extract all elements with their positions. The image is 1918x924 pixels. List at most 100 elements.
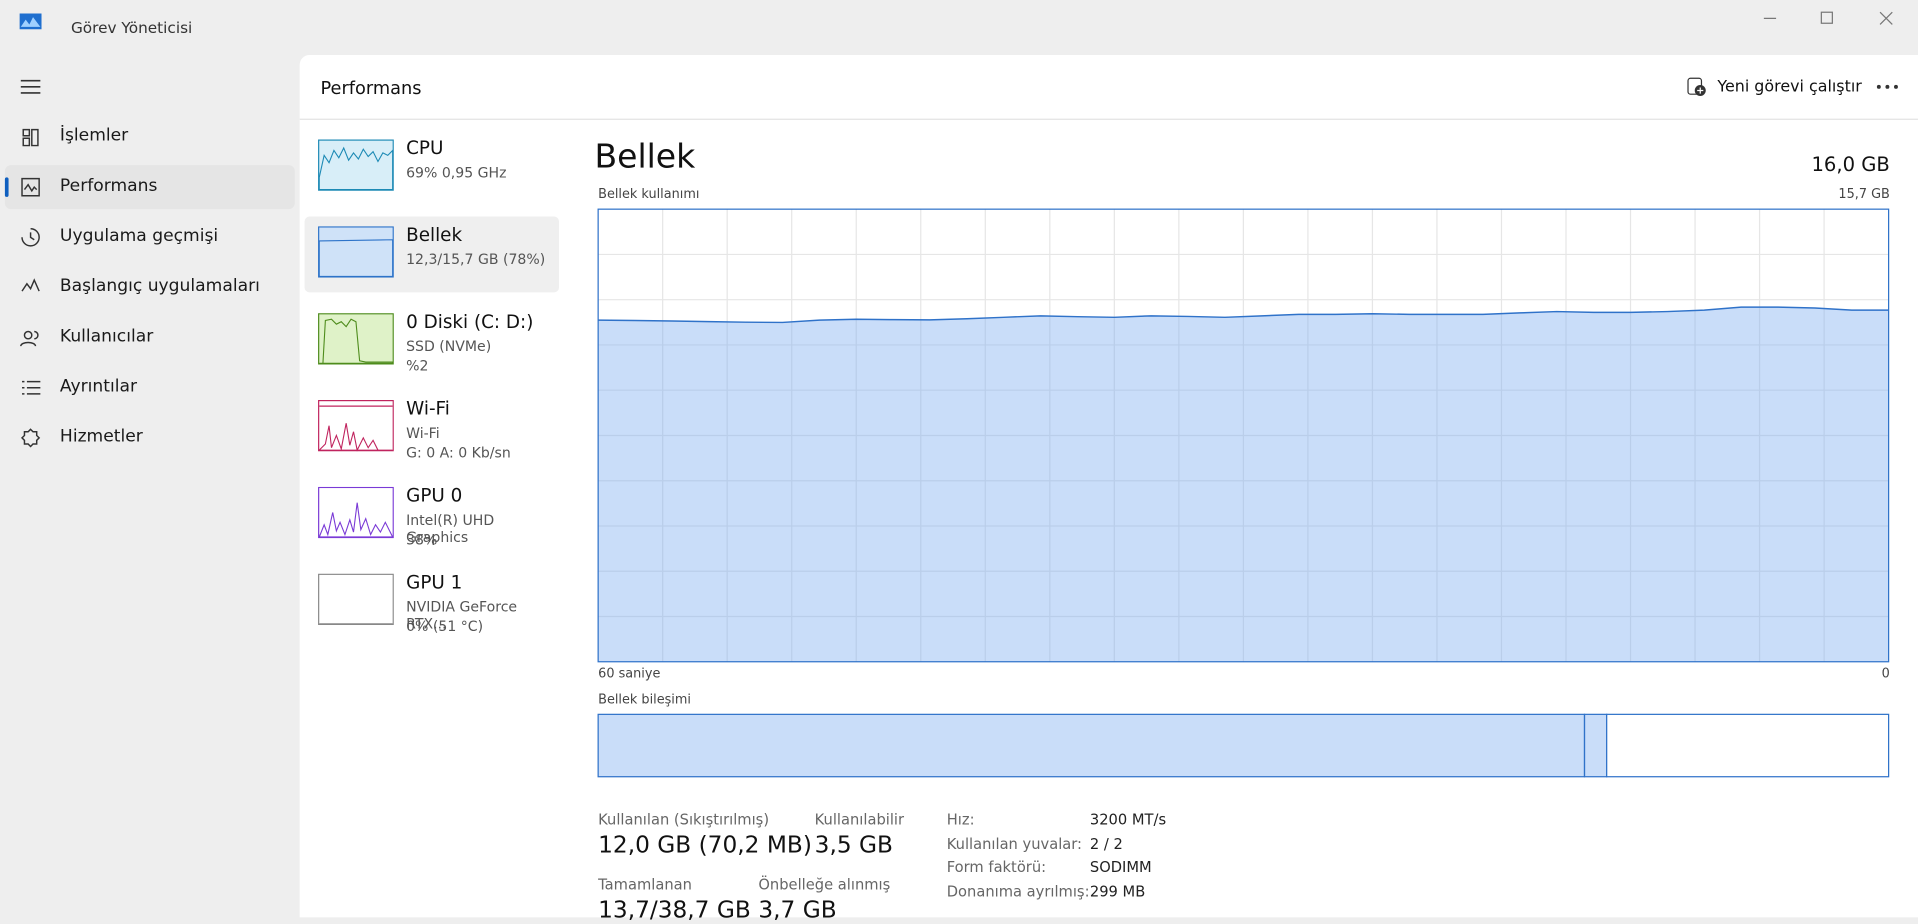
thumbnail-bg <box>318 573 394 626</box>
device[interactable]: Wi-Fi Wi-Fi G: 0 A: 0 Kb/sn <box>305 390 559 466</box>
total-memory: 16,0 GB <box>1811 152 1890 177</box>
thumbnail-trace <box>318 502 394 538</box>
detail-label: Donanıma ayrılmış: <box>946 882 1090 900</box>
composition-segment <box>1606 713 1890 778</box>
nav-item[interactable]: Performans <box>4 165 295 210</box>
nav-icon-path <box>21 228 40 247</box>
stat-value: 13,7/38,7 GB <box>598 896 751 924</box>
device[interactable]: GPU 1 NVIDIA GeForce RTX... 0% (51 °C) <box>305 564 559 640</box>
detail-value: 2 / 2 <box>1089 834 1123 852</box>
device-thumbnail <box>318 399 394 452</box>
thumbnail-trace <box>318 423 393 452</box>
nav-icon <box>21 228 40 247</box>
nav-icon-path <box>22 380 41 395</box>
divider <box>299 118 1918 120</box>
device[interactable]: Bellek 12,3/15,7 GB (78%) <box>304 216 560 293</box>
device-detail: 38% <box>406 530 438 548</box>
device[interactable]: 0 Diski (C: D:) SSD (NVMe) %2 <box>305 303 559 379</box>
device-detail: Intel(R) UHD Graphics <box>406 511 495 546</box>
stat-label: Tamamlanan <box>598 875 692 893</box>
nav-icon <box>22 380 41 395</box>
nav-item[interactable]: Başlangıç uygulamaları <box>5 265 295 309</box>
device-name: CPU <box>406 136 444 160</box>
stat-value: 3,7 GB <box>758 896 837 924</box>
window-title: Görev Yöneticisi <box>70 18 193 37</box>
device-name: Wi-Fi <box>406 397 450 420</box>
nav-label: Kullanıcılar <box>59 326 154 347</box>
usage-max: 15,7 GB <box>1838 187 1890 202</box>
nav-item[interactable]: Kullanıcılar <box>5 316 295 360</box>
nav-item[interactable]: İşlemler <box>5 115 295 159</box>
detail-value: 3200 MT/s <box>1089 810 1167 829</box>
run-task-icon <box>1687 77 1706 97</box>
selected-indicator <box>4 177 9 197</box>
nav-label: Ayrıntılar <box>59 376 138 397</box>
device-name: Bellek <box>406 223 463 246</box>
device-detail: SSD (NVMe) <box>406 337 492 355</box>
device-detail: Wi-Fi <box>406 424 440 442</box>
nav-label: Performans <box>59 176 158 196</box>
detail-value: SODIMM <box>1089 858 1152 876</box>
composition-label: Bellek bileşimi <box>598 692 691 708</box>
device-thumbnail <box>318 226 394 278</box>
resource-title: Bellek <box>594 138 696 177</box>
usage-line <box>598 306 1889 324</box>
nav-icon <box>20 428 41 448</box>
stat-label: Önbelleğe alınmış <box>758 875 891 893</box>
stat-value: 3,5 GB <box>814 831 893 859</box>
nav-label: Uygulama geçmişi <box>59 226 219 246</box>
device-name: 0 Diski (C: D:) <box>406 310 534 333</box>
nav-icon <box>20 330 39 347</box>
composition-bar <box>597 713 1890 778</box>
thumbnail-trace <box>319 318 394 364</box>
usage-graph <box>597 208 1890 663</box>
stat-label: Kullanılabilir <box>814 810 905 829</box>
detail-label: Hız: <box>946 810 975 829</box>
nav-item[interactable]: Ayrıntılar <box>5 366 295 410</box>
run-task-label: Yeni görevi çalıştır <box>1717 78 1862 97</box>
nav-icon-path <box>21 177 40 197</box>
device-thumbnail <box>318 573 394 626</box>
device-thumbnail <box>318 313 394 365</box>
usage-label: Bellek kullanımı <box>598 187 700 202</box>
x-end-label: 0 <box>1881 666 1890 682</box>
nav-item[interactable]: Uygulama geçmişi <box>5 215 295 259</box>
nav-icon-path <box>21 278 40 292</box>
stat-label: Kullanılan (Sıkıştırılmış) <box>598 810 770 829</box>
nav-icon-path <box>20 428 41 448</box>
device-name: GPU 1 <box>406 571 463 594</box>
usage-area <box>598 307 1889 662</box>
detail-value: 299 MB <box>1089 882 1146 900</box>
nav-icon-path <box>22 128 39 147</box>
window-controls[interactable] <box>1761 10 1902 27</box>
nav-label: Hizmetler <box>59 426 143 447</box>
device-detail: 0% (51 °C) <box>406 617 484 635</box>
hamburger-button[interactable] <box>20 78 42 95</box>
thumbnail-trace <box>318 239 394 277</box>
run-task-button[interactable]: Yeni görevi çalıştır <box>1687 76 1862 99</box>
device-detail: G: 0 A: 0 Kb/sn <box>406 444 511 462</box>
device[interactable]: GPU 0 Intel(R) UHD Graphics 38% <box>305 477 559 553</box>
composition-segment <box>597 713 1586 778</box>
detail-label: Form faktörü: <box>946 858 1047 876</box>
device-name: GPU 0 <box>406 484 463 507</box>
more-button[interactable] <box>1876 83 1898 90</box>
device-detail: NVIDIA GeForce RTX... <box>406 598 518 633</box>
nav-icon <box>22 128 39 147</box>
nav-label: Başlangıç uygulamaları <box>59 276 260 297</box>
nav-item[interactable]: Hizmetler <box>5 416 295 460</box>
device[interactable]: CPU 69% 0,95 GHz <box>305 130 559 206</box>
page-title: Performans <box>320 79 422 100</box>
content: Performans Yeni görevi çalıştır CPU 69% 0… <box>299 55 1918 924</box>
nav-label: İşlemler <box>59 125 129 146</box>
device-detail: %2 <box>406 357 429 375</box>
detail-label: Kullanılan yuvalar: <box>946 834 1082 852</box>
device-detail: 69% 0,95 GHz <box>406 163 507 182</box>
device-detail: 12,3/15,7 GB (78%) <box>406 250 546 268</box>
nav-icon <box>21 278 40 292</box>
app-icon <box>19 13 42 30</box>
composition-segment <box>1583 713 1608 778</box>
x-start-label: 60 saniye <box>598 666 661 682</box>
